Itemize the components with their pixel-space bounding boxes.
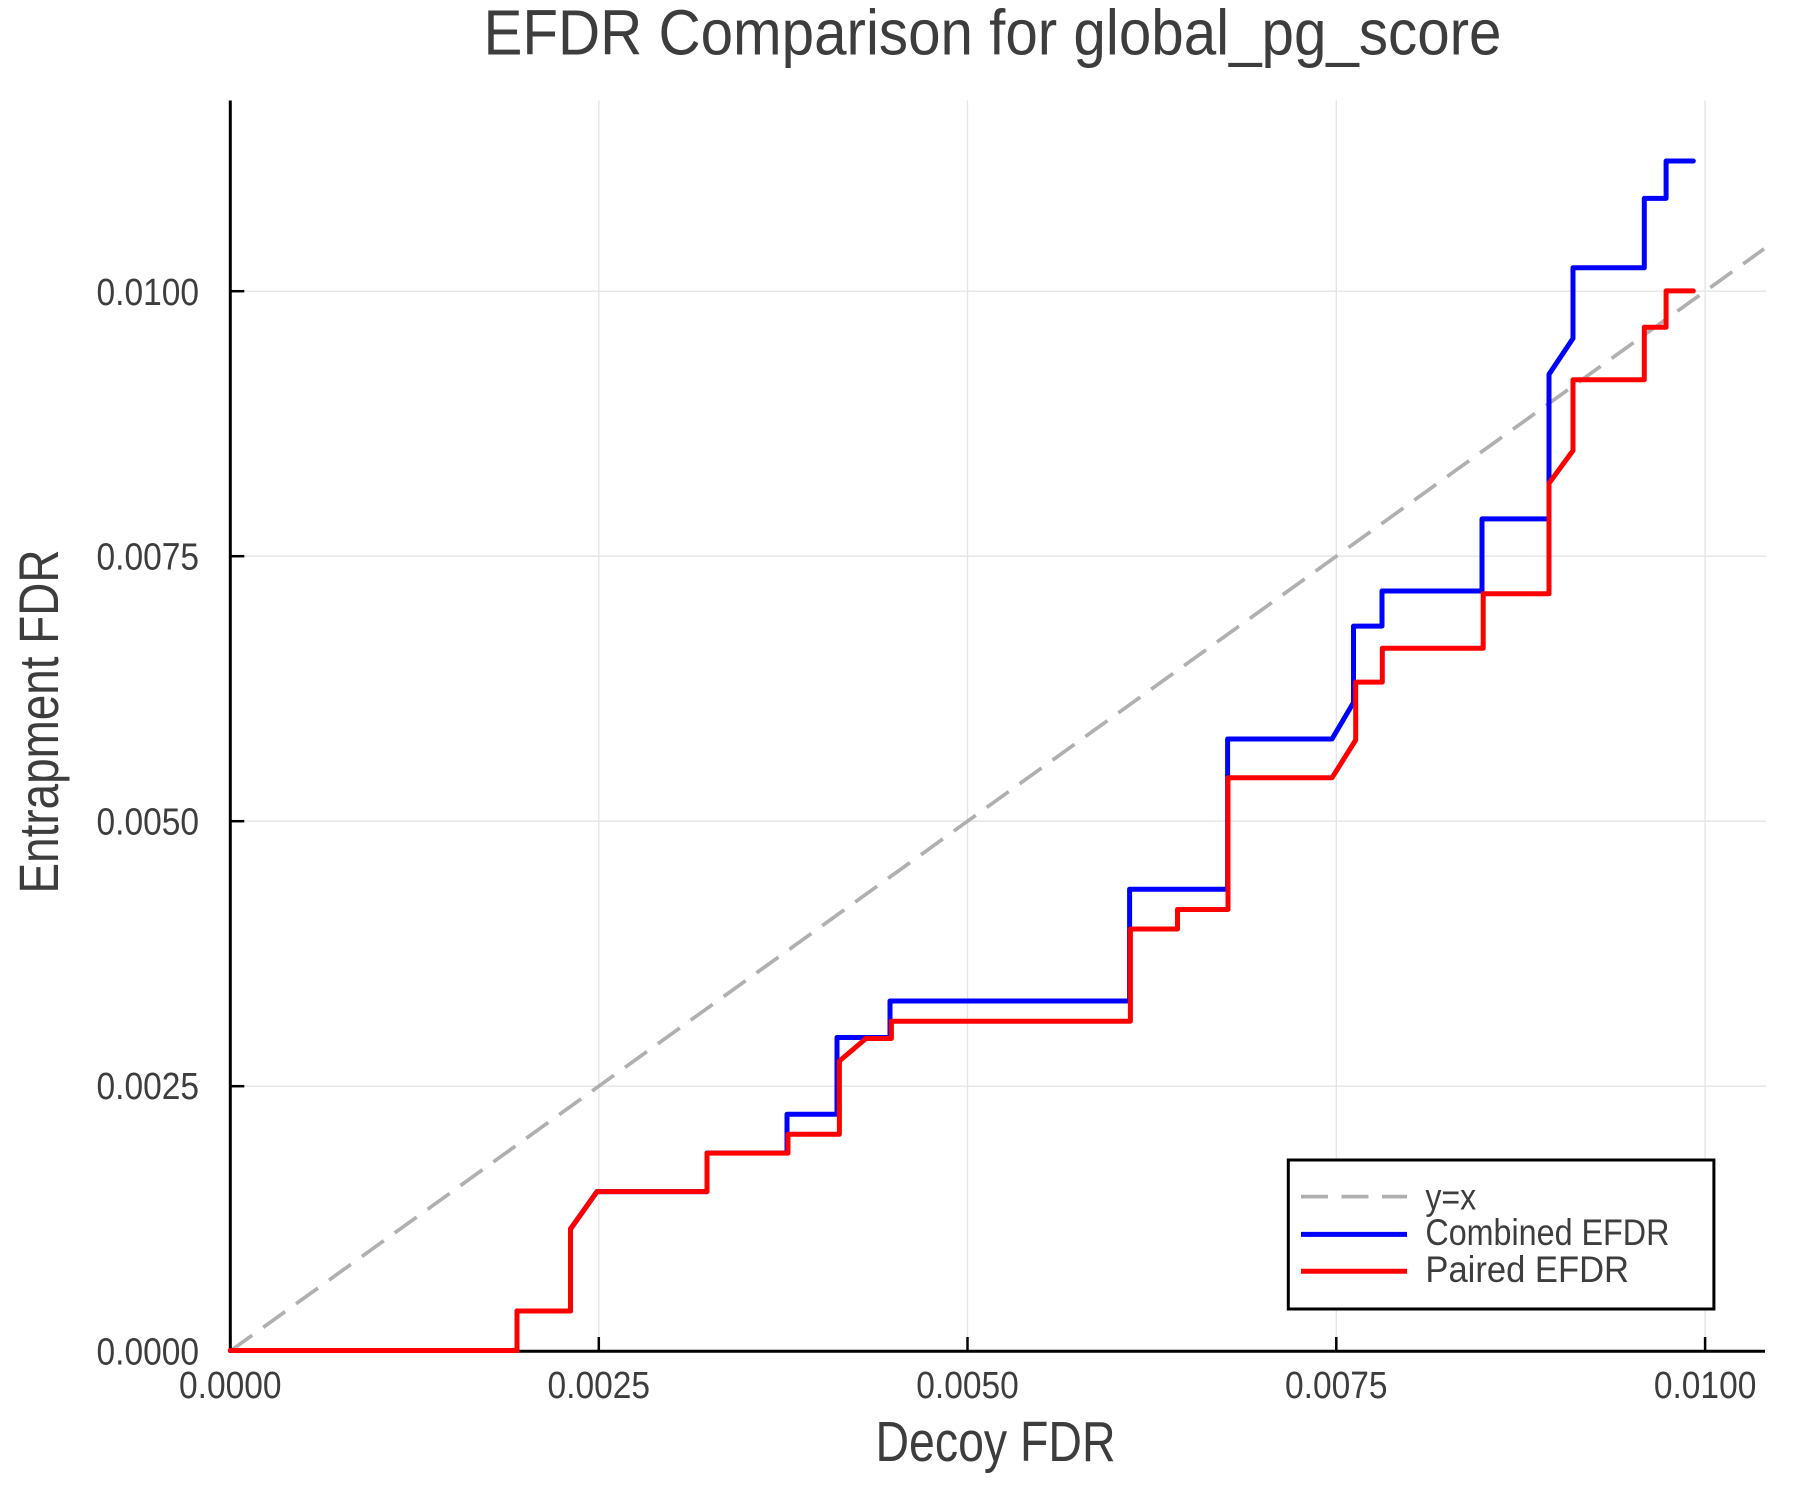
svg-text:y=x: y=x xyxy=(1425,1177,1476,1218)
svg-text:0.0000: 0.0000 xyxy=(97,1331,200,1373)
svg-text:Combined EFDR: Combined EFDR xyxy=(1425,1212,1669,1253)
svg-text:0.0100: 0.0100 xyxy=(97,272,200,314)
svg-text:0.0025: 0.0025 xyxy=(97,1066,200,1108)
svg-text:0.0050: 0.0050 xyxy=(916,1365,1019,1407)
svg-text:0.0050: 0.0050 xyxy=(97,801,200,843)
svg-text:Entrapment FDR: Entrapment FDR xyxy=(7,550,70,894)
svg-text:0.0075: 0.0075 xyxy=(1285,1365,1388,1407)
svg-text:EFDR Comparison for global_pg_: EFDR Comparison for global_pg_score xyxy=(484,0,1502,69)
svg-text:0.0000: 0.0000 xyxy=(179,1365,282,1407)
svg-text:Decoy FDR: Decoy FDR xyxy=(876,1410,1116,1474)
svg-text:0.0075: 0.0075 xyxy=(97,537,200,579)
svg-text:0.0025: 0.0025 xyxy=(548,1365,651,1407)
svg-text:0.0100: 0.0100 xyxy=(1654,1365,1757,1407)
svg-text:Paired EFDR: Paired EFDR xyxy=(1425,1249,1629,1290)
